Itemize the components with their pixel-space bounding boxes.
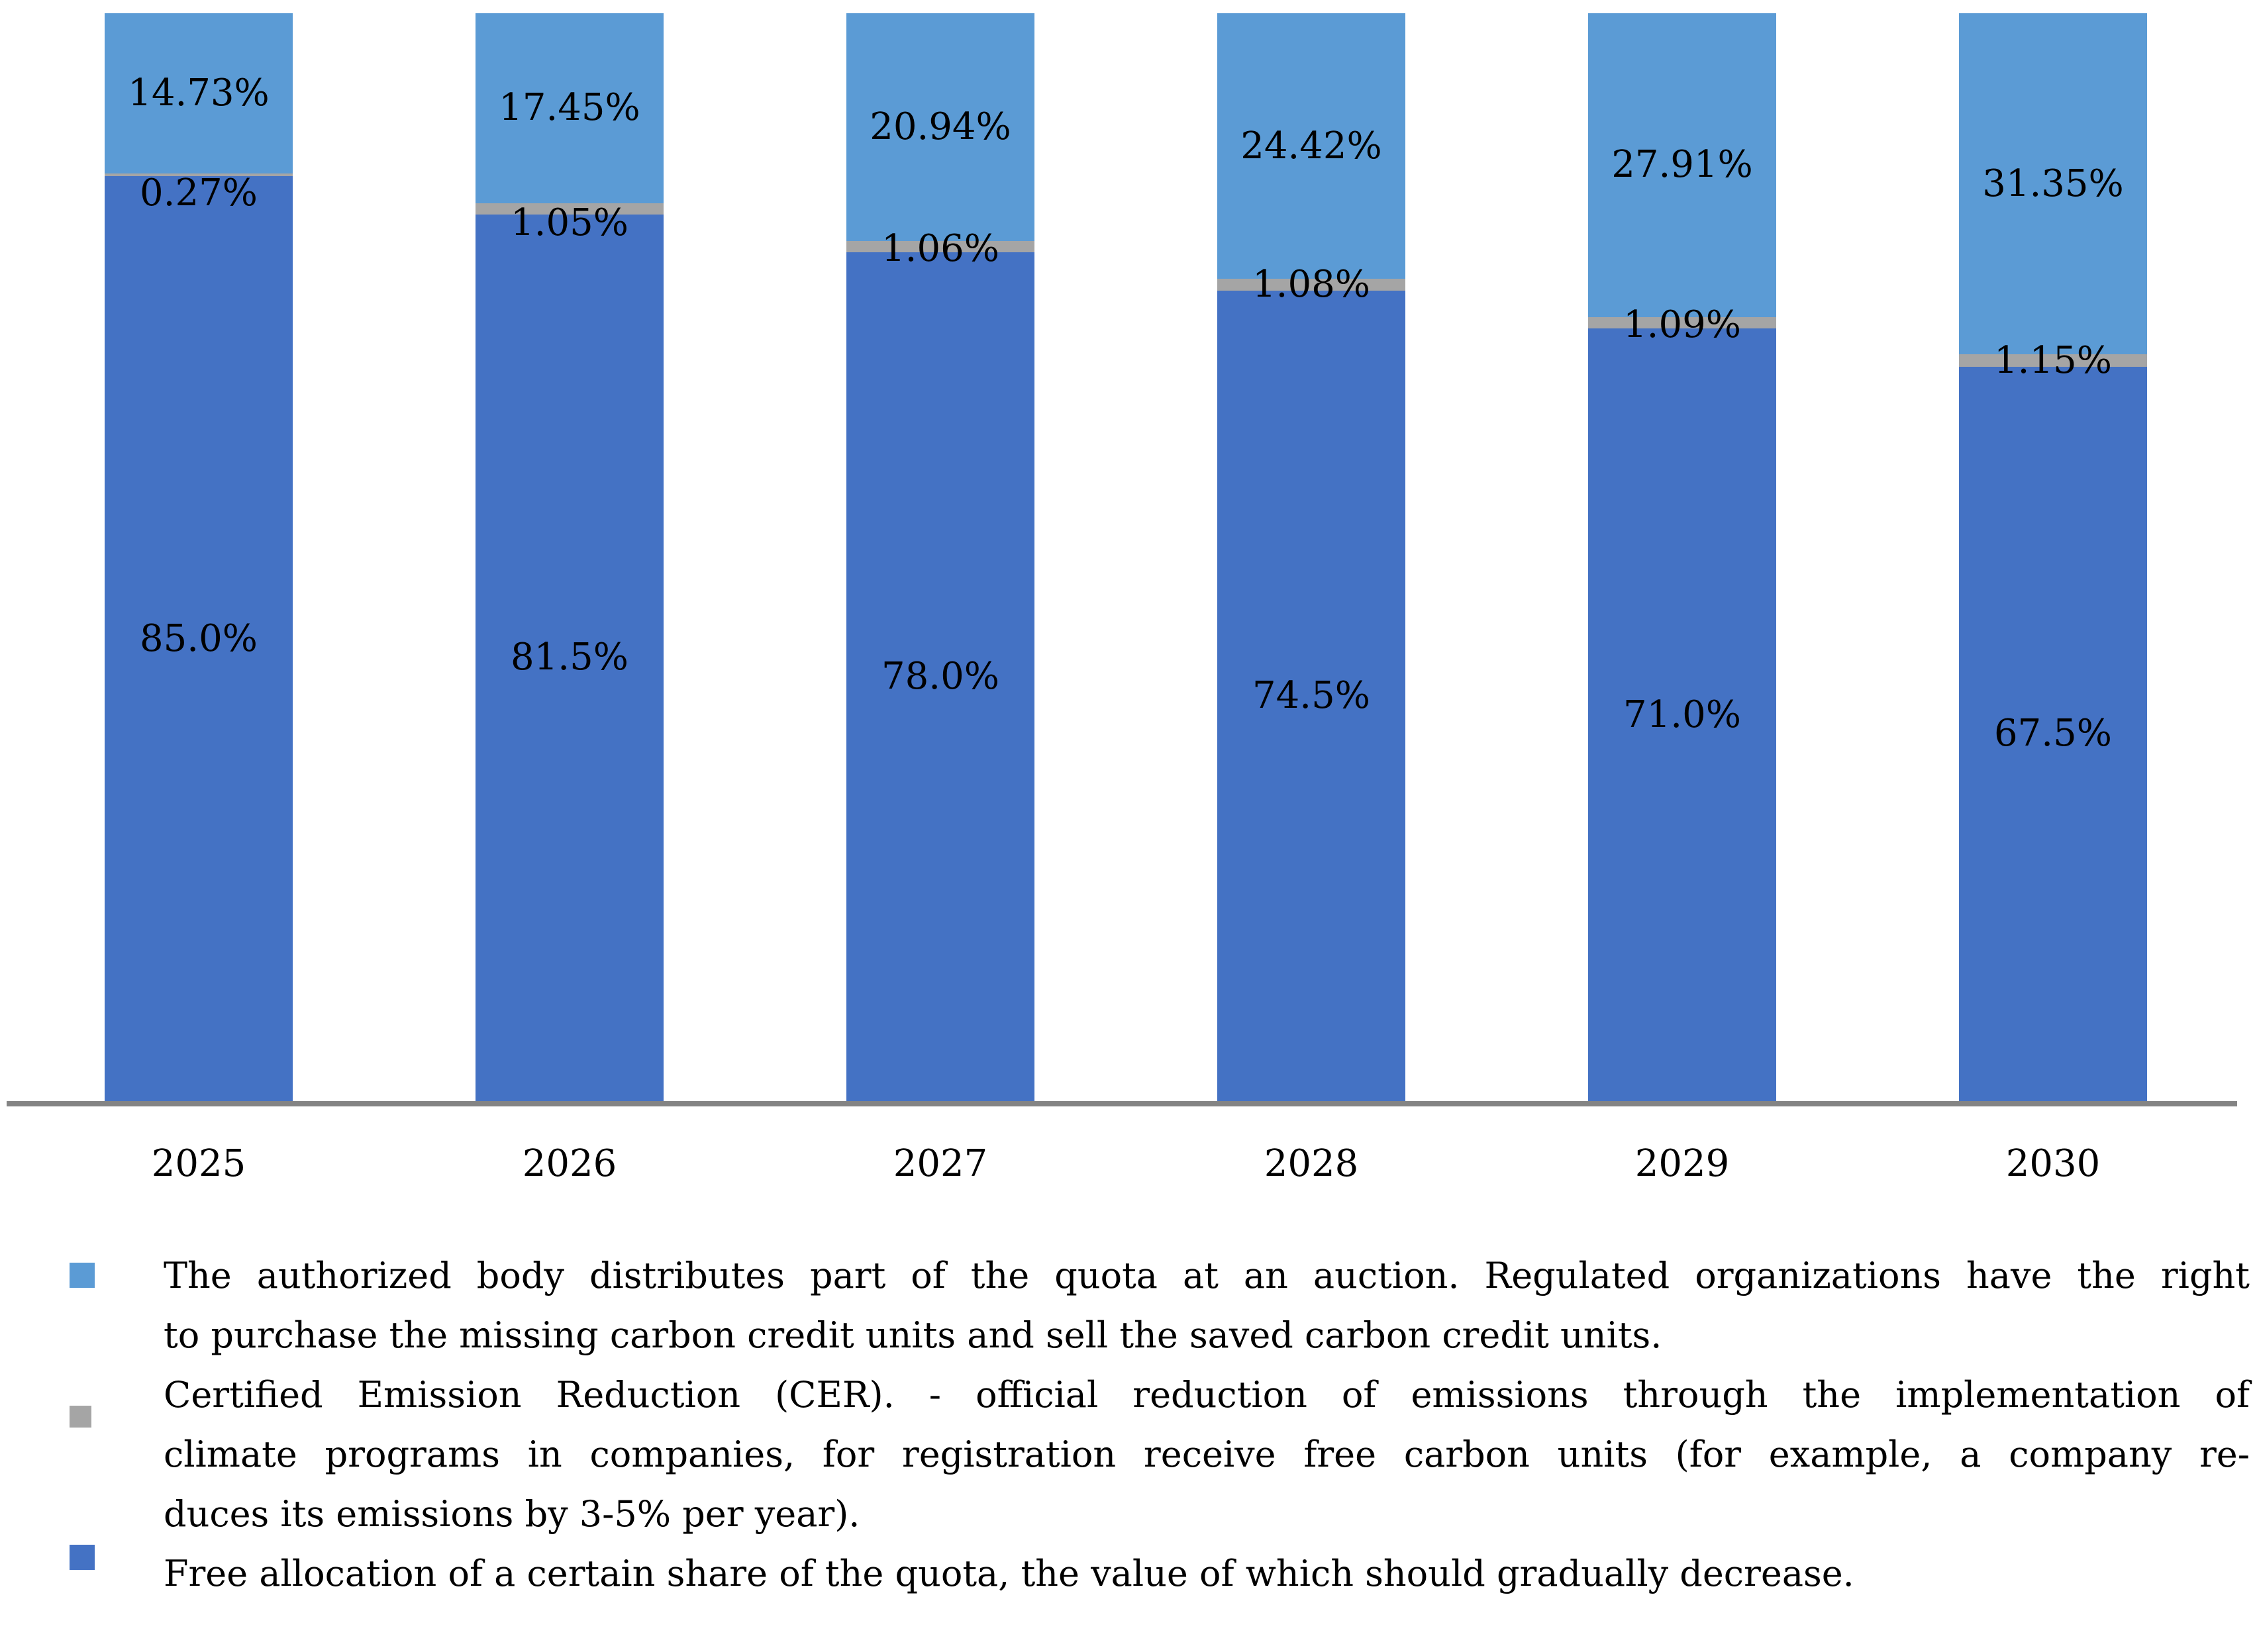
- label-cer-value: 1.09%: [1623, 303, 1741, 346]
- label-cer-value: 1.05%: [511, 201, 628, 245]
- label-cer-value: 0.27%: [140, 171, 258, 215]
- label-free-value: 67.5%: [1994, 712, 2112, 755]
- bar-group-2030: 31.35% 67.5% 1.15%: [1959, 13, 2147, 1101]
- legend-marker-cer: [70, 1406, 91, 1428]
- segment-free: 74.5%: [1217, 290, 1405, 1101]
- label-free-value: 85.0%: [140, 616, 258, 660]
- label-auction-value: 20.94%: [870, 105, 1011, 149]
- x-axis-line: [7, 1101, 2237, 1106]
- x-tick-label-2025: 2025: [151, 1142, 246, 1185]
- bar-group-2029: 27.91% 71.0% 1.09%: [1588, 13, 1776, 1101]
- bar-group-2026: 17.45% 81.5% 1.05%: [476, 13, 664, 1101]
- segment-cer: [1217, 279, 1405, 291]
- x-tick-label-2028: 2028: [1264, 1142, 1359, 1185]
- label-cer-value: 1.06%: [881, 226, 999, 270]
- legend-text-auction-line-1: The authorized body distributes part of …: [164, 1255, 2250, 1296]
- legend-text-free-line-1: Free allocation of a certain share of th…: [164, 1553, 1854, 1594]
- segment-auction: 27.91%: [1588, 13, 1776, 317]
- segment-cer: [476, 203, 664, 215]
- label-free-value: 81.5%: [511, 636, 628, 679]
- label-auction-value: 17.45%: [499, 86, 640, 130]
- bar-group-2028: 24.42% 74.5% 1.08%: [1217, 13, 1405, 1101]
- legend-text-auction-line-2: to purchase the missing carbon credit un…: [164, 1314, 1662, 1356]
- segment-auction: 31.35%: [1959, 13, 2147, 355]
- x-tick-label-2027: 2027: [893, 1142, 988, 1185]
- x-tick-label-2026: 2026: [522, 1142, 617, 1185]
- segment-auction: 20.94%: [846, 13, 1034, 242]
- label-cer-value: 1.15%: [1994, 338, 2112, 382]
- segment-cer: [846, 241, 1034, 253]
- label-auction-value: 14.73%: [128, 72, 270, 115]
- label-free-value: 74.5%: [1252, 673, 1370, 717]
- label-free-value: 71.0%: [1623, 693, 1741, 736]
- label-auction-value: 31.35%: [1982, 162, 2124, 205]
- segment-free: 81.5%: [476, 214, 664, 1101]
- segment-cer: [1588, 316, 1776, 329]
- label-auction-value: 24.42%: [1240, 124, 1382, 168]
- legend: The authorized body distributes part of …: [164, 1246, 2250, 1604]
- segment-free: 67.5%: [1959, 366, 2147, 1101]
- segment-cer: [1959, 354, 2147, 367]
- x-tick-label-2029: 2029: [1634, 1142, 1730, 1185]
- segment-free: 78.0%: [846, 252, 1034, 1101]
- legend-marker-auction: [70, 1263, 95, 1288]
- segment-free: 85.0%: [105, 176, 293, 1101]
- legend-text-cer-line-3: duces its emissions by 3-5% per year).: [164, 1493, 860, 1535]
- label-auction-value: 27.91%: [1611, 143, 1753, 187]
- segment-free: 71.0%: [1588, 328, 1776, 1101]
- label-cer-value: 1.08%: [1252, 263, 1370, 307]
- segment-auction: 24.42%: [1217, 13, 1405, 279]
- bar-group-2027: 20.94% 78.0% 1.06%: [846, 13, 1034, 1101]
- segment-auction: 14.73%: [105, 13, 293, 173]
- segment-cer: [105, 173, 293, 177]
- segment-auction: 17.45%: [476, 13, 664, 203]
- legend-marker-free: [70, 1545, 95, 1570]
- label-free-value: 78.0%: [881, 655, 999, 699]
- bar-group-2025: 14.73% 85.0% 0.27%: [105, 13, 293, 1101]
- x-tick-label-2030: 2030: [2005, 1142, 2101, 1185]
- legend-text-cer-line-1: Certified Emission Reduction (CER). - of…: [164, 1374, 2250, 1416]
- legend-text-cer-line-2: climate programs in companies, for regis…: [164, 1433, 2250, 1475]
